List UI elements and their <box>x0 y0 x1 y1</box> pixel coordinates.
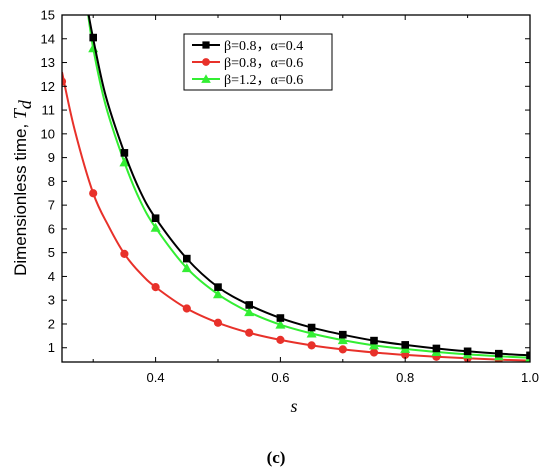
series-2-point <box>369 348 379 357</box>
series-1-point <box>463 347 472 356</box>
legend-item-1: β=0.8，α=0.4 <box>192 39 303 54</box>
y-axis-title-subscript: d <box>15 99 35 109</box>
y-tick-label: 5 <box>48 245 55 260</box>
series-3-point <box>337 335 348 345</box>
series-1-point <box>526 351 530 360</box>
series-1-point <box>245 301 253 309</box>
series-1-point <box>276 314 285 322</box>
series-3-point <box>275 319 286 329</box>
legend-item-3: β=1.2，α=0.6 <box>192 73 303 88</box>
legend-items: β=0.8，α=0.4 β=0.8，α=0.6 β=1.2，α=0.6 <box>192 39 303 88</box>
series-3-point <box>150 222 161 232</box>
series-3-point <box>369 340 379 350</box>
legend-marker <box>201 74 211 83</box>
series-3-point <box>213 289 223 299</box>
y-tick-label: 13 <box>41 55 55 70</box>
y-axis-title-symbol: T <box>10 107 30 119</box>
x-axis-title: s <box>290 396 297 416</box>
y-tick-label: 14 <box>41 31 55 46</box>
legend-label: β=0.8，α=0.6 <box>224 56 303 71</box>
legend-label: β=0.8，α=0.4 <box>224 39 303 54</box>
series-1-point <box>183 254 191 263</box>
plot-frame <box>61 14 531 363</box>
series-1-point <box>151 214 160 223</box>
series-1 <box>87 15 530 360</box>
series-3-point <box>244 307 255 317</box>
series-2-point <box>307 341 316 350</box>
x-tick-label: 0.6 <box>271 370 289 385</box>
y-tick-label: 6 <box>48 221 55 236</box>
panel-label: (c) <box>267 448 286 467</box>
series-1-point <box>401 341 409 349</box>
series-2-point <box>182 304 191 313</box>
y-tick-label: 10 <box>41 126 55 141</box>
legend-marker <box>202 41 210 49</box>
y-tick-label: 1 <box>48 340 55 355</box>
x-tick-label: 1.0 <box>521 370 539 385</box>
legend-label: β=1.2，α=0.6 <box>224 73 303 88</box>
series-3-point <box>119 157 130 167</box>
x-tick-label: 0.8 <box>396 370 414 385</box>
y-tick-label: 7 <box>48 198 55 213</box>
legend-marker <box>202 58 210 66</box>
series-1-point <box>339 330 347 339</box>
y-tick-label: 11 <box>42 103 56 118</box>
legend: β=0.8，α=0.4 β=0.8，α=0.6 β=1.2，α=0.6 <box>183 33 333 91</box>
series-2-point <box>276 335 285 344</box>
series-1-point <box>432 344 441 353</box>
legend-item-2: β=0.8，α=0.6 <box>192 56 303 71</box>
series-2-point <box>245 328 254 337</box>
series-3-point <box>306 328 317 338</box>
series-2-point <box>89 189 98 198</box>
y-axis-title-main: Dimensionless time, <box>11 119 30 276</box>
series-layer <box>62 15 530 362</box>
series-2-point <box>120 249 129 258</box>
y-tick-label: 2 <box>48 316 55 331</box>
x-tick-label: 0.4 <box>147 370 165 385</box>
y-tick-label: 9 <box>48 150 55 165</box>
series-3-point <box>181 263 192 273</box>
y-axis-title: Dimensionless time, Td <box>10 99 35 276</box>
series-1-point <box>89 33 97 42</box>
y-tick-label: 12 <box>41 79 55 94</box>
y-tick-label: 15 <box>41 8 55 23</box>
y-tick-label: 8 <box>48 174 55 189</box>
series-1-point <box>370 336 378 345</box>
series-1-point <box>120 149 129 157</box>
series-2-point <box>338 345 347 354</box>
series-2-point <box>62 77 67 86</box>
y-tick-label: 4 <box>48 269 55 284</box>
series-1-point <box>495 349 503 358</box>
series-2-point <box>151 283 160 292</box>
series-1-point <box>214 283 222 291</box>
y-tick-label: 3 <box>48 293 55 308</box>
series-1-point <box>307 323 316 332</box>
series-2-point <box>213 318 223 327</box>
